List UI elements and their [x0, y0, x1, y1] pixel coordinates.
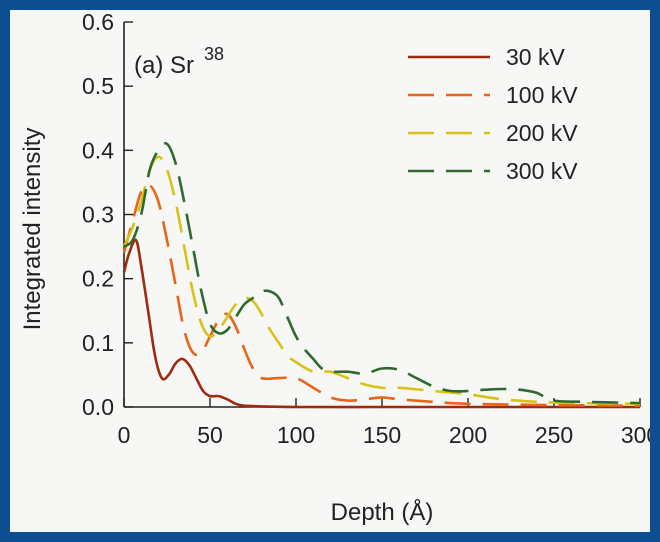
y-tick-label: 0.1: [82, 330, 114, 356]
panel-superscript: 38: [204, 44, 224, 64]
x-axis-title: Depth (Å): [331, 498, 434, 526]
y-tick-label: 0.5: [82, 73, 114, 99]
y-tick-label: 0.0: [82, 394, 114, 420]
legend-label: 200 kV: [506, 120, 578, 146]
x-tick-label: 0: [118, 422, 131, 448]
legend-label: 300 kV: [506, 158, 578, 184]
y-tick-label: 0.2: [82, 266, 114, 292]
x-tick-label: 300: [621, 422, 650, 448]
series-line-30-kv: [122, 238, 640, 409]
y-tick-label: 0.3: [82, 202, 114, 228]
y-axis-title: Integrated intensity: [19, 128, 46, 331]
x-tick-label: 50: [197, 422, 223, 448]
panel-label: (a) Sr: [134, 52, 194, 79]
line-chart: 0.0 0.1 0.2 0.3 0.4 0.5 0.6 0 50 100 150 200 250 300 …: [19, 10, 650, 526]
y-tick-label: 0.6: [82, 10, 114, 35]
series-line-200-kv: [122, 155, 641, 406]
series-line-300-kv: [123, 142, 641, 405]
series-layer: [122, 142, 641, 409]
chart-paper: 0.0 0.1 0.2 0.3 0.4 0.5 0.6 0 50 100 150 200 250 300 …: [10, 10, 650, 532]
x-tick-label: 200: [449, 422, 487, 448]
axes-layer: 0.0 0.1 0.2 0.3 0.4 0.5 0.6 0 50 100 150 200 250 300: [82, 10, 650, 448]
x-tick-label: 250: [535, 422, 573, 448]
legend: 30 kV 100 kV 200 kV 300 kV: [408, 44, 578, 184]
legend-label: 30 kV: [506, 44, 565, 70]
x-tick-label: 100: [277, 422, 315, 448]
y-tick-label: 0.4: [82, 137, 114, 163]
series-line-100-kv: [122, 183, 641, 407]
legend-label: 100 kV: [506, 82, 578, 108]
x-tick-label: 150: [363, 422, 401, 448]
